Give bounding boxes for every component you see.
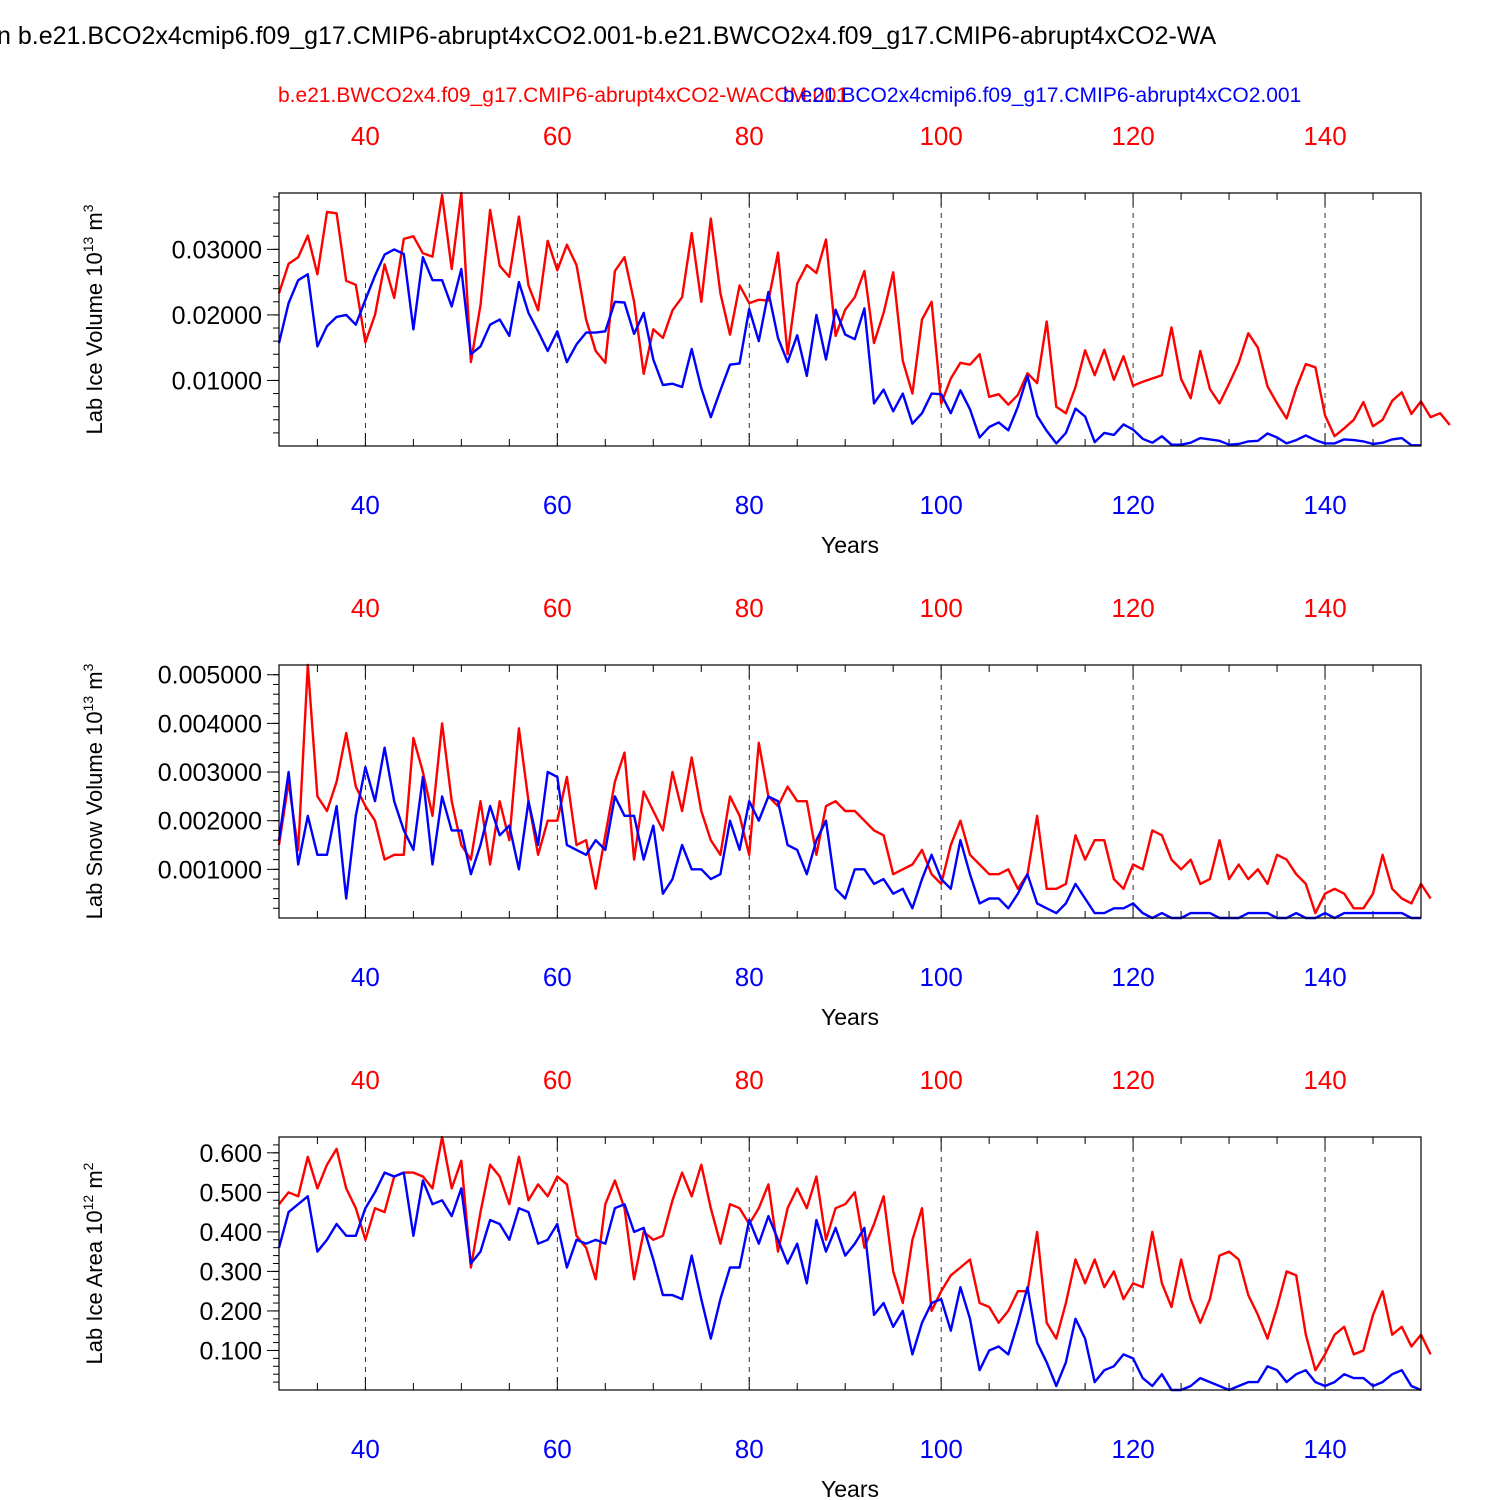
x-tick-label-top: 100	[919, 1065, 962, 1095]
y-tick-label: 0.500	[199, 1179, 262, 1207]
series-line-blue	[277, 248, 1421, 447]
y-tick-label: 0.600	[199, 1140, 262, 1168]
x-tick-label-top: 40	[351, 121, 380, 151]
series-line-blue	[277, 746, 1421, 920]
x-tick-label-bottom: 140	[1303, 490, 1346, 520]
series-line-blue	[277, 1171, 1422, 1392]
x-tick-label-bottom: 100	[919, 962, 962, 992]
x-tick-label-bottom: 140	[1303, 1434, 1346, 1464]
y-tick-label: 0.03000	[172, 236, 262, 264]
y-tick-label: 0.002000	[158, 808, 262, 836]
y-tick-label: 0.003000	[158, 759, 262, 787]
x-tick-label-top: 60	[543, 1065, 572, 1095]
y-tick-label: 0.100	[199, 1337, 262, 1365]
x-tick-label-bottom: 120	[1111, 1434, 1154, 1464]
x-tick-label-bottom: 80	[735, 962, 764, 992]
x-tick-label-bottom: 100	[919, 490, 962, 520]
x-tick-label-bottom: 100	[919, 1434, 962, 1464]
y-tick-label: 0.200	[199, 1298, 262, 1326]
x-tick-label-bottom: 80	[735, 490, 764, 520]
x-tick-label-top: 120	[1111, 121, 1154, 151]
chart-panel-3: 0.100 0.200 0.300 0.400 0.500 0.600 40 60 80 100 1…	[80, 1065, 1432, 1500]
y-axis-title: Lab Ice Volume 1013 m3	[80, 204, 107, 434]
x-tick-label-top: 80	[735, 593, 764, 623]
x-tick-label-bottom: 80	[735, 1434, 764, 1464]
x-tick-label-bottom: 120	[1111, 490, 1154, 520]
x-tick-label-bottom: 60	[543, 490, 572, 520]
series-line-red	[277, 663, 1432, 915]
x-tick-label-top: 60	[543, 593, 572, 623]
x-tick-label-top: 140	[1303, 121, 1346, 151]
x-axis-title: Years	[821, 532, 879, 558]
legend-red-label: b.e21.BWCO2x4.f09_g17.CMIP6-abrupt4xCO2-…	[278, 84, 848, 107]
y-tick-label: 0.001000	[158, 856, 262, 884]
x-axis-title: Years	[821, 1476, 879, 1500]
x-tick-label-top: 40	[351, 593, 380, 623]
x-tick-label-top: 80	[735, 121, 764, 151]
x-tick-label-top: 100	[919, 593, 962, 623]
y-axis-title: Lab Snow Volume 1013 m3	[80, 663, 107, 919]
series-line-red	[277, 191, 1451, 438]
y-axis-title: Lab Ice Area 1012 m2	[80, 1162, 107, 1364]
y-tick-label: 0.004000	[158, 710, 262, 738]
series-line-red	[278, 1135, 1432, 1372]
x-tick-label-top: 140	[1303, 1065, 1346, 1095]
chart-panel-1: 0.01000 0.02000 0.03000 40 60 80 100 120 140 40 60…	[80, 121, 1451, 558]
x-tick-label-bottom: 120	[1111, 962, 1154, 992]
plot-frame	[278, 1136, 1422, 1391]
x-tick-label-bottom: 40	[351, 490, 380, 520]
x-tick-label-top: 120	[1111, 593, 1154, 623]
x-axis-title: Years	[821, 1004, 879, 1030]
chart-panels: 0.01000 0.02000 0.03000 40 60 80 100 120 140 40 60…	[80, 121, 1451, 1500]
x-tick-label-bottom: 140	[1303, 962, 1346, 992]
x-tick-label-top: 140	[1303, 593, 1346, 623]
plot-frame	[278, 192, 1422, 447]
x-tick-label-top: 120	[1111, 1065, 1154, 1095]
y-tick-label: 0.01000	[172, 367, 262, 395]
x-tick-label-top: 80	[735, 1065, 764, 1095]
x-tick-label-bottom: 60	[543, 1434, 572, 1464]
plot-frame	[278, 664, 1422, 919]
x-tick-label-bottom: 40	[351, 962, 380, 992]
x-tick-label-bottom: 60	[543, 962, 572, 992]
page-title: n b.e21.BCO2x4cmip6.f09_g17.CMIP6-abrupt…	[0, 22, 1216, 50]
legend-blue-label: b.e21.BCO2x4cmip6.f09_g17.CMIP6-abrupt4x…	[783, 84, 1301, 107]
x-tick-label-top: 40	[351, 1065, 380, 1095]
y-tick-label: 0.300	[199, 1258, 262, 1286]
x-tick-label-top: 60	[543, 121, 572, 151]
chart-panel-2: 0.001000 0.002000 0.003000 0.004000 0.005000…	[80, 593, 1432, 1030]
y-tick-label: 0.02000	[172, 302, 262, 330]
y-tick-label: 0.005000	[158, 662, 262, 690]
x-tick-label-bottom: 40	[351, 1434, 380, 1464]
x-tick-label-top: 100	[919, 121, 962, 151]
y-tick-label: 0.400	[199, 1219, 262, 1247]
